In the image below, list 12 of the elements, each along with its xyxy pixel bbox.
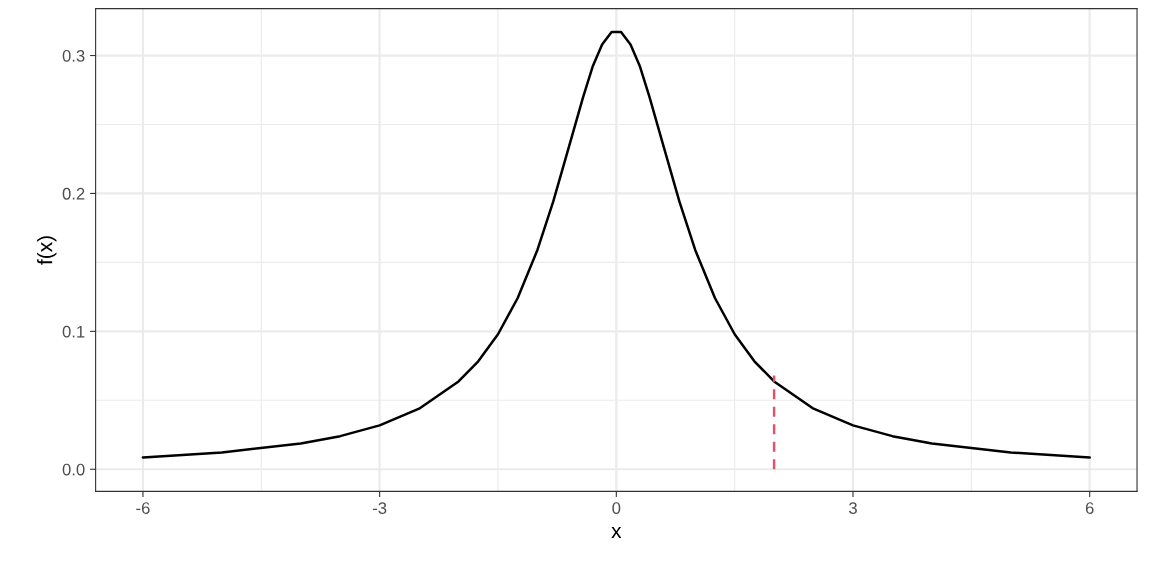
x-tick-label: -3 — [372, 502, 387, 514]
x-tick-label: 3 — [849, 502, 857, 514]
y-axis-title: f(x) — [37, 236, 57, 265]
x-tick-label: -6 — [136, 502, 150, 514]
x-tick-label: 0 — [612, 502, 621, 514]
y-tick-label: 0.3 — [62, 49, 85, 62]
y-tick-label: 0.2 — [62, 187, 85, 200]
y-tick-label: 0.1 — [62, 325, 85, 338]
x-tick-label: 6 — [1085, 502, 1094, 514]
x-axis-title: x — [611, 526, 622, 538]
line-series — [141, 30, 1091, 459]
y-tick-label: 0.0 — [62, 463, 85, 476]
